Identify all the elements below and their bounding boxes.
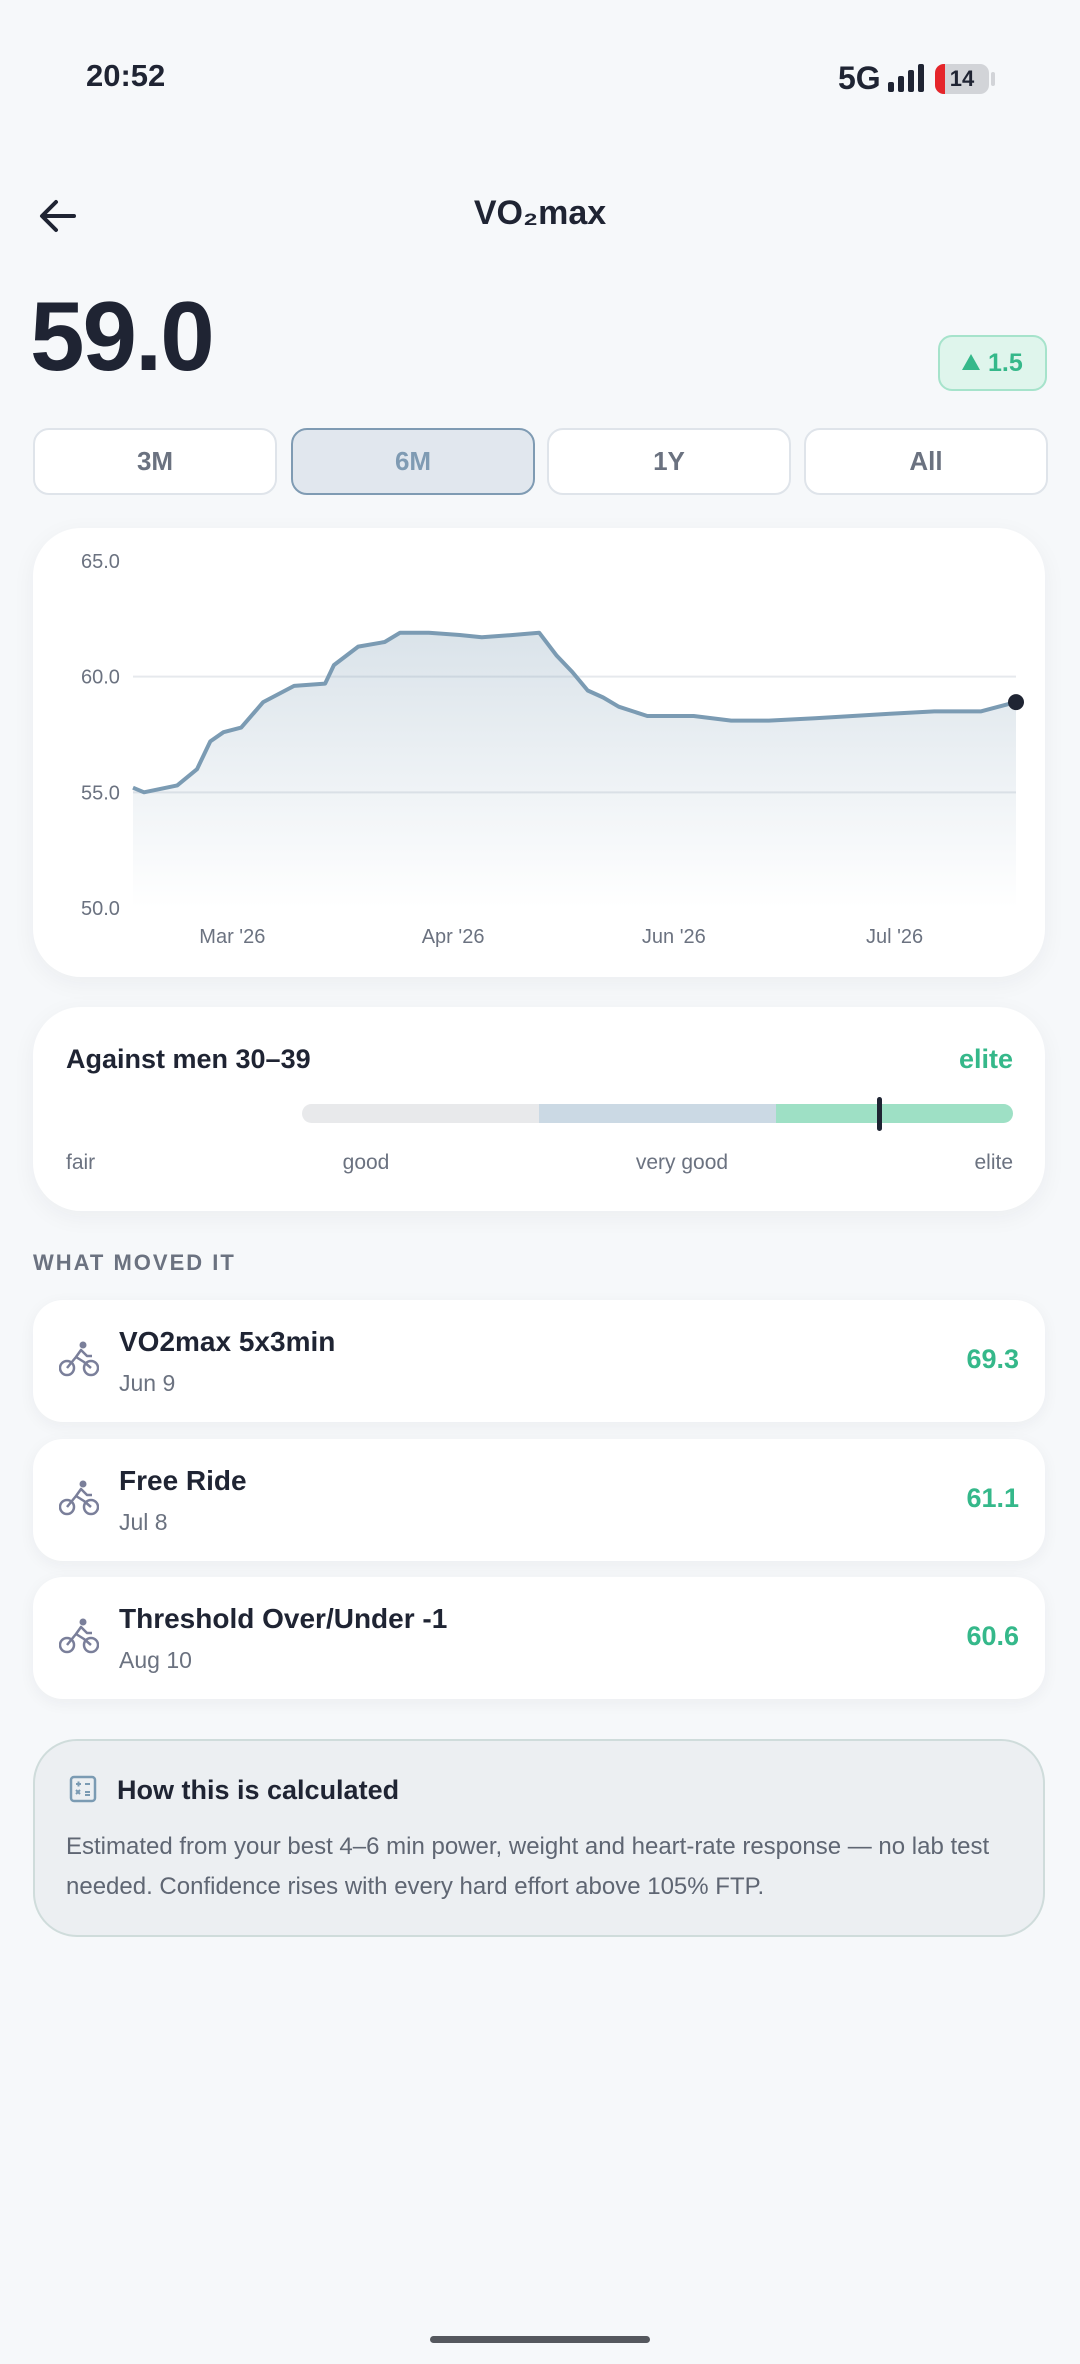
page-title: VO₂max xyxy=(473,194,607,232)
activity-card[interactable]: Free Ride Jul 8 61.1 xyxy=(33,1439,1045,1561)
activity-card[interactable]: Threshold Over/Under -1 Aug 10 60.6 xyxy=(33,1577,1045,1699)
activity-value: 60.6 xyxy=(966,1621,1019,1651)
y-tick-label: 50.0 xyxy=(81,898,120,920)
chart: 50.0 55.0 60.0 65.0 Mar '26 Apr '26 Jun '26 Jul… xyxy=(81,551,1024,948)
range-tab[interactable]: 6M xyxy=(291,428,535,495)
info-box: How this is calculated Estimated from yo… xyxy=(33,1739,1045,1937)
band-label: good xyxy=(342,1151,390,1174)
last-point xyxy=(1008,694,1024,711)
activity-date: Aug 10 xyxy=(119,1647,192,1673)
activity-date: Jun 9 xyxy=(119,1370,176,1396)
signal-icon xyxy=(888,64,924,92)
info-body: Estimated from your best 4–6 min power, … xyxy=(66,1833,990,1900)
bar-good xyxy=(302,1104,539,1123)
x-tick-label: Jun '26 xyxy=(642,926,706,948)
comparison-card: Against men 30–39 elite fair good very g… xyxy=(33,1007,1045,1211)
line xyxy=(132,630,1017,795)
battery-level: 14 xyxy=(949,66,975,91)
range-tab[interactable]: 1Y xyxy=(547,428,791,495)
y-tick-label: 55.0 xyxy=(81,782,120,804)
range-tab[interactable]: 3M xyxy=(33,428,277,495)
rating-bar xyxy=(302,1104,1013,1123)
bar-very-good xyxy=(539,1104,776,1123)
home-indicator xyxy=(430,2336,650,2343)
info-title: How this is calculated xyxy=(117,1775,400,1805)
battery: 14 xyxy=(935,64,989,94)
calculator-icon xyxy=(69,1775,97,1803)
delta-value: 1.5 xyxy=(988,349,1023,377)
activity-value: 69.3 xyxy=(966,1344,1019,1374)
comparison-rating: elite xyxy=(958,1044,1013,1074)
bar-elite xyxy=(776,1104,1013,1123)
y-tick-label: 65.0 xyxy=(81,551,120,573)
network: 5G xyxy=(838,60,881,96)
section-heading: WHAT MOVED IT xyxy=(33,1250,236,1275)
current-value: 59.0 xyxy=(30,281,215,391)
x-tick-label: Mar '26 xyxy=(199,926,265,948)
battery-tip xyxy=(991,72,995,86)
activity-name: VO2max 5x3min xyxy=(119,1326,336,1357)
area xyxy=(133,632,1016,908)
rating-marker xyxy=(877,1097,882,1131)
activity-name: Threshold Over/Under -1 xyxy=(119,1603,448,1634)
activity-value: 61.1 xyxy=(966,1483,1019,1513)
bike-icon xyxy=(59,1341,99,1377)
bike-icon xyxy=(59,1618,99,1654)
x-tick-label: Jul '26 xyxy=(866,926,923,948)
band-label: fair xyxy=(66,1151,96,1174)
back-button[interactable] xyxy=(38,196,78,236)
activity-date: Jul 8 xyxy=(119,1509,168,1535)
up-arrow xyxy=(962,354,980,370)
bike-icon xyxy=(59,1480,99,1516)
delta-badge: 1.5 xyxy=(938,335,1047,391)
range-tab[interactable]: All xyxy=(804,428,1048,495)
status-time: 20:52 xyxy=(86,58,166,93)
x-tick-label: Apr '26 xyxy=(422,926,485,948)
y-tick-label: 60.0 xyxy=(81,667,120,689)
band-label: very good xyxy=(635,1151,729,1174)
band-label: elite xyxy=(974,1151,1013,1174)
comparison-title: Against men 30–39 xyxy=(66,1044,311,1074)
chart-card: 50.0 55.0 60.0 65.0 Mar '26 Apr '26 Jun '26 Jul… xyxy=(33,528,1045,977)
activity-name: Free Ride xyxy=(119,1465,247,1496)
activity-card[interactable]: VO2max 5x3min Jun 9 69.3 xyxy=(33,1300,1045,1422)
